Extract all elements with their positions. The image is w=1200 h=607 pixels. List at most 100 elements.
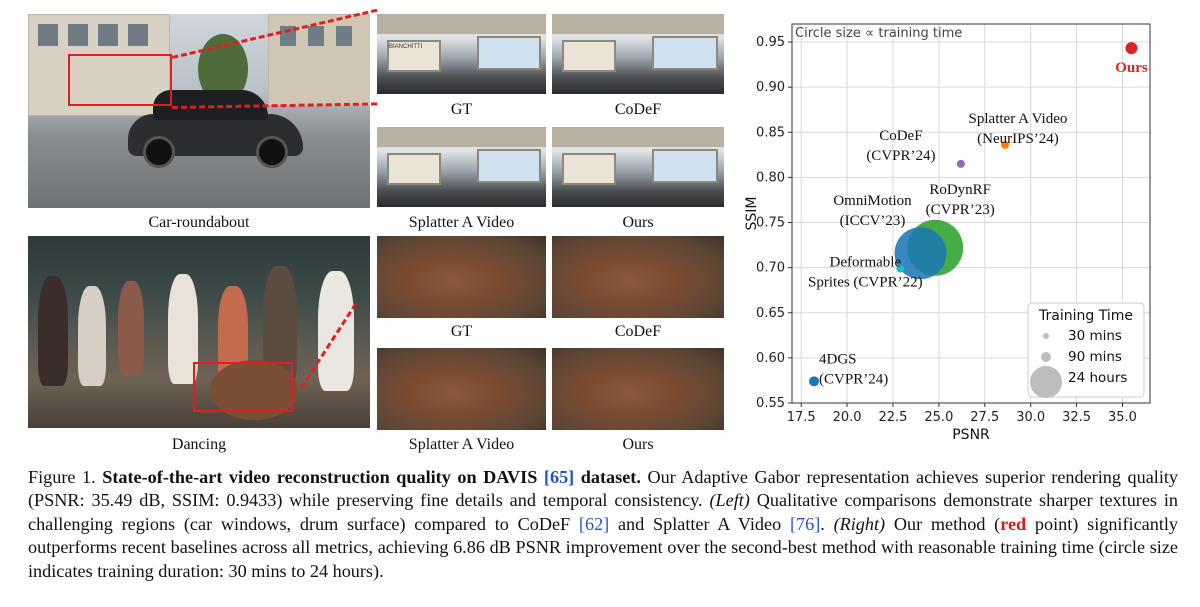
figure-caption: Figure 1. State-of-the-art video reconst…: [28, 466, 1178, 583]
caption-dance-gt: GT: [450, 323, 473, 340]
building-window: [98, 24, 118, 46]
awning: [552, 14, 724, 34]
y-tick-label: 0.80: [756, 170, 785, 185]
x-tick-label: 22.5: [878, 410, 907, 425]
caption-car-ours: Ours: [622, 214, 654, 231]
building-window: [38, 24, 58, 46]
building-window: [68, 24, 88, 46]
point-label: (CVPR’23): [926, 202, 995, 218]
awning: [377, 127, 546, 147]
legend-title: Training Time: [1038, 308, 1133, 324]
building-window: [308, 26, 324, 46]
caption-text-3: and Splatter A Video: [617, 513, 782, 534]
legend-marker: [1041, 352, 1051, 362]
shop-sign: [387, 40, 441, 72]
shop-sign: [477, 149, 541, 183]
point-label: (ICCV’23): [840, 213, 906, 229]
x-tick-label: 30.0: [1016, 410, 1045, 425]
dance-ours-crop: [552, 348, 724, 430]
person: [318, 271, 354, 391]
caption-car-roundabout: Car-roundabout: [148, 214, 250, 231]
point-label: CoDeF: [879, 128, 922, 144]
building-window: [128, 24, 148, 46]
legend-marker: [1043, 333, 1049, 339]
dance-splatter-crop: [377, 348, 546, 430]
caption-dance-splatter: Splatter A Video: [408, 436, 515, 453]
car-roundabout-image: [28, 14, 370, 208]
point-label: OmniMotion: [833, 193, 912, 209]
shop-sign-label: BIANCHITTI: [389, 44, 423, 50]
x-tick-label: 35.0: [1108, 410, 1137, 425]
shop-sign: [562, 40, 616, 72]
citation-65[interactable]: [65]: [543, 467, 575, 487]
dance-codef-crop: [552, 236, 724, 318]
citation-76[interactable]: [76]: [789, 513, 821, 534]
x-tick-label: 27.5: [970, 410, 999, 425]
person: [118, 281, 144, 376]
legend-label: 90 mins: [1068, 349, 1122, 365]
point-splatter-a-video: [1000, 140, 1009, 149]
left-tag: (Left): [709, 490, 750, 511]
car-wheel: [256, 136, 288, 168]
plot-frame: [791, 23, 1151, 404]
car-gt-crop: [377, 14, 546, 94]
point-label: Splatter A Video: [969, 111, 1068, 127]
legend-marker: [1030, 366, 1062, 398]
person: [38, 276, 68, 386]
shop-sign: [387, 153, 441, 185]
caption-text-1: Our Adaptive Gabor representation achiev…: [28, 467, 1179, 511]
point-deformable-sprites: [896, 264, 905, 273]
caption-text-4: .: [820, 513, 825, 534]
car-ours-crop: [552, 127, 724, 207]
legend-label: 30 mins: [1068, 328, 1122, 344]
point-label: (NeurIPS’24): [977, 131, 1059, 147]
point-label: Sprites (CVPR’22): [808, 275, 923, 291]
right-tag: (Right): [833, 513, 886, 534]
caption-dance-codef: CoDeF: [614, 323, 662, 340]
y-tick-label: 0.55: [756, 396, 785, 411]
car-codef-crop: [552, 14, 724, 94]
point-label: Deformable: [829, 255, 901, 271]
point-ours: [1125, 42, 1138, 55]
point-codef: [956, 159, 965, 168]
y-tick-label: 0.85: [756, 125, 785, 140]
y-tick-label: 0.70: [756, 261, 785, 276]
shop-sign: [477, 36, 541, 70]
x-tick-label: 20.0: [833, 410, 862, 425]
legend-label: 24 hours: [1068, 370, 1127, 386]
figure-title: State-of-the-art video reconstruction qu…: [102, 467, 641, 487]
caption-text-2: Qualitative comparisons demonstrate shar…: [28, 490, 1179, 534]
dance-gt-crop: [377, 236, 546, 318]
figure-label: Figure 1.: [28, 467, 96, 487]
awning: [552, 127, 724, 147]
caption-car-gt: GT: [450, 101, 473, 118]
building-window: [336, 26, 352, 46]
point-label: (CVPR’24): [819, 371, 888, 387]
y-tick-label: 0.90: [756, 80, 785, 95]
y-tick-label: 0.75: [756, 216, 785, 231]
y-tick-label: 0.95: [756, 35, 785, 50]
citation-62[interactable]: [62]: [578, 513, 610, 534]
y-tick-label: 0.65: [756, 306, 785, 321]
psnr-ssim-scatter-chart: 17.5 20.0 22.5 25.0 27.5 30.0 32.5 35.0 0.55 0.60…: [744, 23, 1151, 443]
x-tick-label: 17.5: [787, 410, 816, 425]
caption-dancing: Dancing: [171, 436, 227, 453]
x-tick-label: 25.0: [924, 410, 953, 425]
zoom-region-box: [68, 54, 172, 106]
caption-text-6: point) significantly outperforms recent …: [28, 513, 1179, 581]
shop-sign: [562, 153, 616, 185]
dancing-image: [28, 236, 370, 428]
red-word: red: [1000, 513, 1027, 534]
point-label: 4DGS: [819, 351, 857, 367]
building-window: [280, 26, 296, 46]
point-omnimotion: [894, 227, 947, 280]
car-splatter-crop: [377, 127, 546, 207]
point-label: Ours: [1115, 60, 1148, 76]
caption-car-codef: CoDeF: [614, 101, 662, 118]
x-axis-label: PSNR: [952, 427, 990, 443]
point-4dgs: [809, 376, 820, 387]
caption-dance-ours: Ours: [622, 436, 654, 453]
shop-sign: [652, 149, 718, 183]
point-label: RoDynRF: [929, 182, 991, 198]
x-tick-label: 32.5: [1062, 410, 1091, 425]
